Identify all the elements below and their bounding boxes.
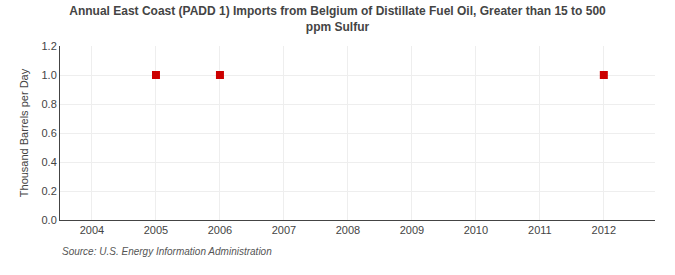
- svg-text:2007: 2007: [272, 224, 296, 236]
- svg-text:2006: 2006: [208, 224, 232, 236]
- svg-text:Source: U.S. Energy Informatio: Source: U.S. Energy Information Administ…: [62, 246, 272, 257]
- svg-text:0.0: 0.0: [42, 214, 57, 226]
- svg-text:2005: 2005: [144, 224, 168, 236]
- svg-text:2004: 2004: [80, 224, 104, 236]
- svg-text:2009: 2009: [400, 224, 424, 236]
- svg-text:0.2: 0.2: [42, 185, 57, 197]
- svg-text:2008: 2008: [336, 224, 360, 236]
- svg-text:0.8: 0.8: [42, 98, 57, 110]
- svg-text:2012: 2012: [592, 224, 616, 236]
- svg-text:2010: 2010: [464, 224, 488, 236]
- svg-text:Annual East Coast (PADD 1) Imp: Annual East Coast (PADD 1) Imports from …: [69, 4, 606, 34]
- svg-text:2011: 2011: [528, 224, 552, 236]
- svg-text:Thousand Barrels per Day: Thousand Barrels per Day: [18, 68, 30, 197]
- svg-text:0.6: 0.6: [42, 127, 57, 139]
- svg-text:1.2: 1.2: [42, 40, 57, 52]
- svg-text:0.4: 0.4: [42, 156, 57, 168]
- svg-text:1.0: 1.0: [42, 69, 57, 81]
